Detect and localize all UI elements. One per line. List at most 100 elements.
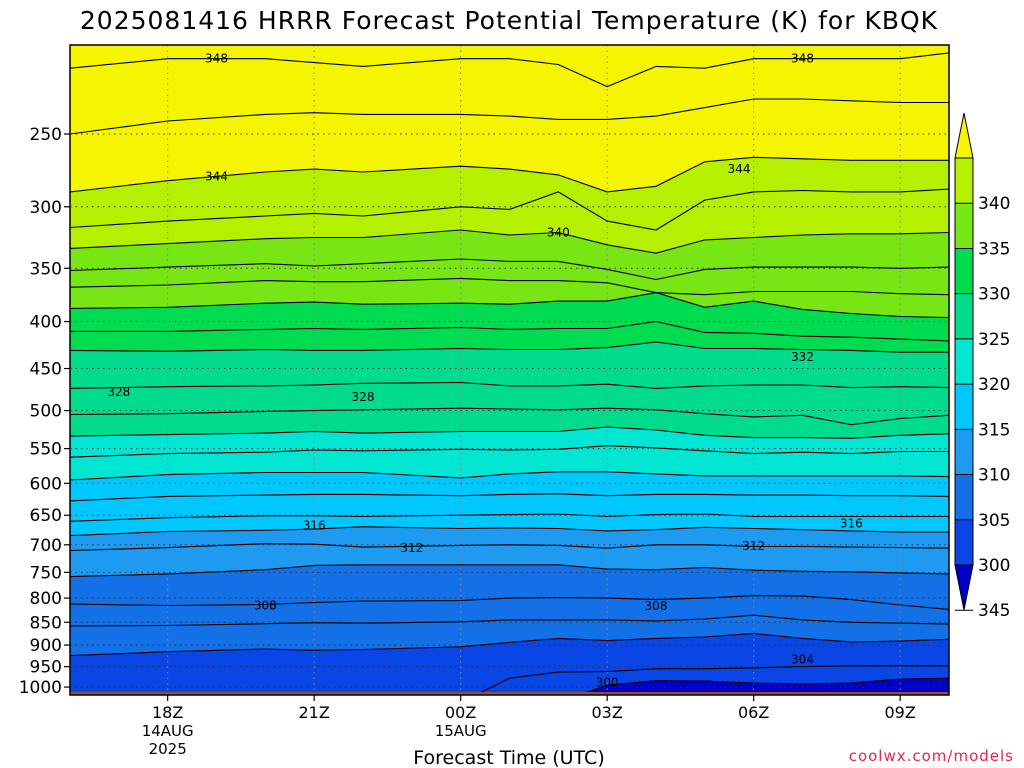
isentrope-line: [70, 98, 949, 135]
x-tick-date: 14AUG: [142, 722, 194, 740]
isentrope-line: [70, 632, 949, 657]
isentrope-line: [70, 407, 949, 426]
contour-label: 308: [254, 598, 277, 612]
contour-label: 348: [205, 52, 228, 66]
contour-label: 312: [742, 539, 765, 553]
y-tick-label: 900: [30, 636, 62, 656]
colorbar-segment: [955, 429, 973, 476]
isentrope-line: [474, 665, 949, 695]
isentrope-line: [70, 258, 949, 281]
contour-label-layer: 348 348 344 344 340 332 328 328 316 316 312 312 308 3…: [107, 52, 862, 690]
y-tick-label: 700: [30, 536, 62, 556]
y-tick-label: 1000: [19, 678, 62, 698]
isentrope-line: [70, 381, 949, 389]
isentrope-line: [70, 229, 949, 254]
x-tick-label: 21Z: [299, 703, 330, 722]
isentrope-line: [70, 320, 949, 342]
isentrope-line: [70, 526, 949, 537]
y-tick-label: 750: [30, 563, 62, 583]
credit-text: coolwx.com/models: [849, 747, 1014, 765]
colorbar-segment: [955, 384, 973, 430]
x-tick-label: 18Z: [152, 703, 183, 722]
y-tick-label: 250: [30, 125, 62, 145]
contour-label: 332: [791, 350, 814, 364]
colorbar-tick-label: 300: [978, 556, 1010, 576]
x-tick-label: 09Z: [885, 703, 916, 722]
isentrope-line: [70, 543, 949, 552]
isentrope-layer: [70, 52, 949, 695]
colorbar-tick-label: 330: [978, 285, 1010, 305]
chart-title: 2025081416 HRRR Forecast Potential Tempe…: [80, 6, 938, 35]
colorbar-tick-label: 310: [978, 466, 1010, 486]
y-tick-label: 550: [30, 440, 62, 460]
colorbar-tick-label: 315: [978, 420, 1010, 440]
y-tick-label: 600: [30, 474, 62, 494]
contour-label: 344: [728, 162, 751, 176]
colorbar: 300 305 310 315 320 325 330 335 340 345: [954, 112, 1010, 621]
isentrope-line: [70, 595, 949, 610]
y-tick-label: 450: [30, 360, 62, 380]
y-tick-label: 350: [30, 259, 62, 279]
contour-label: 316: [840, 517, 863, 531]
x-tick-label: 00Z: [445, 703, 476, 722]
isentrope-line: [70, 292, 949, 319]
colorbar-tick-label: 325: [978, 330, 1010, 350]
isentrope-line: [70, 188, 949, 231]
isentrope-line: [70, 277, 949, 296]
isentrope-line: [70, 156, 949, 193]
y-tick-label: 300: [30, 198, 62, 218]
contour-label: 340: [547, 226, 570, 240]
contour-label: 328: [107, 385, 130, 399]
isentrope-line: [70, 445, 949, 458]
isentrope-line: [70, 493, 949, 502]
contour-label: 328: [352, 390, 375, 404]
y-axis: 250 300 350 400 450 500 550 600 650 700 750 800 850 9…: [19, 125, 70, 698]
terrain-strip: [70, 692, 949, 695]
y-tick-label: 500: [30, 402, 62, 422]
colorbar-max-arrow: [954, 112, 974, 159]
isentrope-line: [70, 614, 949, 627]
colorbar-tick-label: 335: [978, 239, 1010, 259]
y-tick-label: 400: [30, 313, 62, 333]
theta-band: [70, 45, 949, 87]
y-tick-label: 850: [30, 613, 62, 633]
x-tick-year: 2025: [149, 740, 187, 758]
contour-label: 316: [303, 519, 326, 533]
terrain-layer: [70, 692, 949, 695]
colorbar-segment: [955, 203, 973, 249]
colorbar-segment: [955, 158, 973, 204]
x-tick-date: 15AUG: [435, 722, 487, 740]
contour-label: 300: [596, 675, 619, 689]
colorbar-segment: [955, 474, 973, 521]
colorbar-segment: [955, 248, 973, 295]
colorbar-segment: [955, 519, 973, 566]
isentrope-line: [70, 471, 949, 481]
colorbar-min-arrow: [954, 564, 974, 611]
isentrope-line: [70, 564, 949, 578]
contour-label: 312: [400, 541, 423, 555]
colorbar-tick-label: 340: [978, 194, 1010, 214]
isentrope-line: [70, 513, 949, 522]
x-tick-label: 06Z: [738, 703, 769, 722]
y-tick-label: 950: [30, 658, 62, 678]
colorbar-segment: [955, 293, 973, 340]
isentrope-line: [70, 426, 949, 439]
contour-label: 308: [645, 599, 668, 613]
colorbar-segment: [955, 338, 973, 385]
colorbar-tick-label: 305: [978, 511, 1010, 531]
theta-band: [475, 665, 949, 695]
x-tick-label: 03Z: [592, 703, 623, 722]
x-axis-label: Forecast Time (UTC): [413, 747, 604, 768]
isentrope-line: [70, 52, 949, 88]
contour-label: 304: [791, 652, 814, 666]
y-tick-label: 650: [30, 506, 62, 526]
theta-fill-layer: [70, 45, 949, 695]
plot-frame: [69, 44, 950, 696]
contour-label: 348: [791, 52, 814, 66]
colorbar-tick-label: 345: [978, 601, 1010, 621]
isentrope-line: [70, 341, 949, 353]
colorbar-tick-label: 320: [978, 375, 1010, 395]
contour-label: 344: [205, 169, 228, 183]
